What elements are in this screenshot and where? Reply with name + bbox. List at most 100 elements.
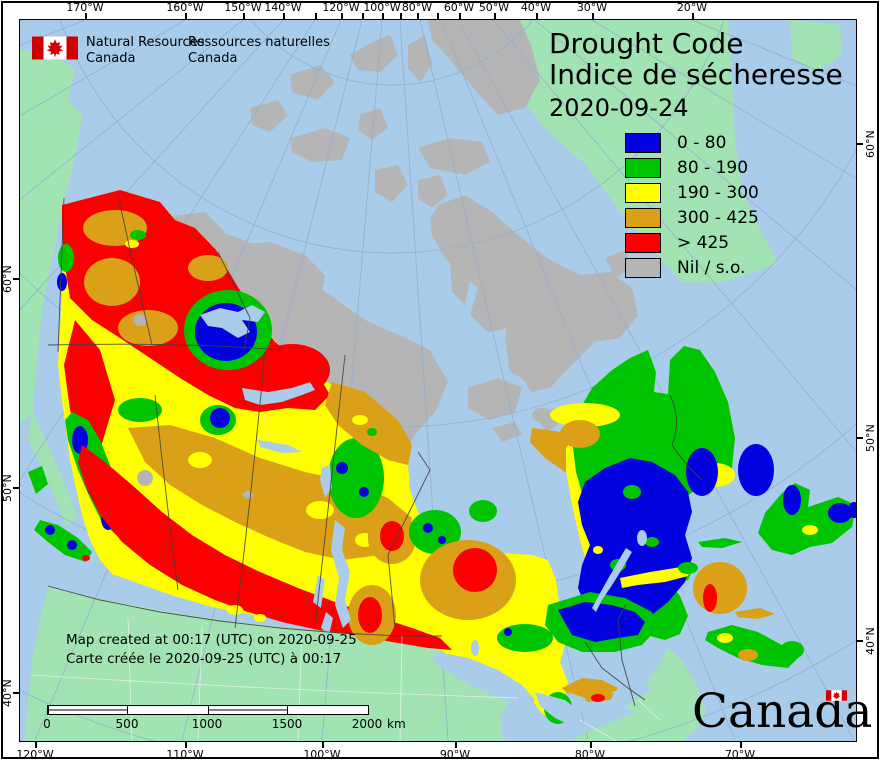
lon-label: 150°W [224,1,262,14]
title-date: 2020-09-24 [549,94,689,122]
borders [31,194,703,741]
scale-bar-graphic [47,705,369,715]
legend-label: > 425 [677,233,730,253]
scale-label: 1000 [191,717,223,731]
legend-label: 0 - 80 [677,133,727,153]
scale-label: 2000 [351,717,383,731]
scale-label: 500 [115,717,139,731]
legend-item: 300 - 425 [625,208,759,228]
lon-label: 60°W [443,1,475,14]
legend-item: 0 - 80 [625,133,759,153]
lon-label: 80°W [401,1,433,14]
legend-label: 190 - 300 [677,183,759,203]
lon-label: 50°W [478,1,510,14]
legend-swatch-red [625,233,661,253]
logo-text-en: Natural Resources Canada [86,35,204,67]
tick [322,742,324,748]
lat-label: 40°N [1,679,14,707]
map-title: Drought Code Indice de sécheresse 2020-0… [549,28,843,124]
title-en: Drought Code [549,27,744,60]
lat-label: 40°N [864,627,877,655]
legend-swatch-blue [625,133,661,153]
lon-label: 80°W [574,748,606,761]
tick [437,13,439,19]
legend-swatch-nil [625,258,661,278]
logo-fr-line1: Ressources naturelles [188,35,330,50]
scale-bar: 0 500 1000 1500 2000 km [43,705,406,731]
scale-segment [208,706,288,714]
legend-swatch-green [625,158,661,178]
scale-segment [48,706,128,714]
tick [590,742,592,748]
tick [536,13,538,19]
legend-label: 80 - 190 [677,158,749,178]
tick [857,143,863,145]
creation-note-fr: Carte créée le 2020-09-25 (UTC) à 00:17 [66,651,342,667]
tick [692,13,694,19]
scale-segment [128,706,208,714]
lon-label: 120°W [322,1,360,14]
lat-label: 60°N [864,130,877,158]
tick [740,742,742,748]
lon-label: 100°W [363,1,401,14]
tick [592,13,594,19]
tick [35,742,37,748]
tick [455,742,457,748]
scale-label: 0 [43,717,51,731]
tick [417,13,419,19]
tick [13,278,19,280]
legend-label: 300 - 425 [677,208,759,228]
scale-segment [288,706,368,714]
lon-label: 70°W [724,748,756,761]
canada-flag-icon [32,36,78,60]
legend-item: > 425 [625,233,759,253]
lon-label: 110°W [166,748,204,761]
tick [243,13,245,19]
legend-swatch-yellow [625,183,661,203]
tick [494,13,496,19]
lon-label: 170°W [66,1,104,14]
legend-item: 80 - 190 [625,158,759,178]
lon-label: 40°W [520,1,552,14]
map-frame [19,19,857,742]
tick [13,487,19,489]
tick [362,13,364,19]
logo-en-line2: Canada [86,51,136,66]
canada-wordmark: Canada [692,688,880,735]
scale-labels: 0 500 1000 1500 2000 km [43,715,405,731]
lat-label: 50°N [1,474,14,502]
legend-swatch-orange [625,208,661,228]
tick [382,13,384,19]
legend-item: Nil / s.o. [625,258,759,278]
tick [185,13,187,19]
tick [857,437,863,439]
lat-label: 60°N [1,265,14,293]
tick [85,13,87,19]
creation-note-en: Map created at 00:17 (UTC) on 2020-09-25 [66,632,357,648]
tick [341,13,343,19]
scale-unit: km [387,717,406,731]
title-fr: Indice de sécheresse [549,58,843,91]
lon-label: 140°W [264,1,302,14]
map-canvas [20,20,856,741]
tick [459,13,461,19]
legend: 0 - 80 80 - 190 190 - 300 300 - 425 > 42… [625,133,759,283]
lakes [200,305,652,741]
wordmark-flag-icon [826,690,847,701]
tick [857,640,863,642]
logo-en-line1: Natural Resources [86,35,205,50]
lat-label: 50°N [864,424,877,452]
tick [283,13,285,19]
other-land [20,20,842,741]
legend-label: Nil / s.o. [677,258,746,278]
lon-label: 90°W [439,748,471,761]
lon-label: 160°W [166,1,204,14]
tick [13,692,19,694]
government-signature [32,36,78,60]
creation-note: Map created at 00:17 (UTC) on 2020-09-25… [66,631,357,669]
logo-text-fr: Ressources naturelles Canada [188,35,330,67]
tick [315,13,317,19]
legend-item: 190 - 300 [625,183,759,203]
lon-label: 30°W [576,1,608,14]
